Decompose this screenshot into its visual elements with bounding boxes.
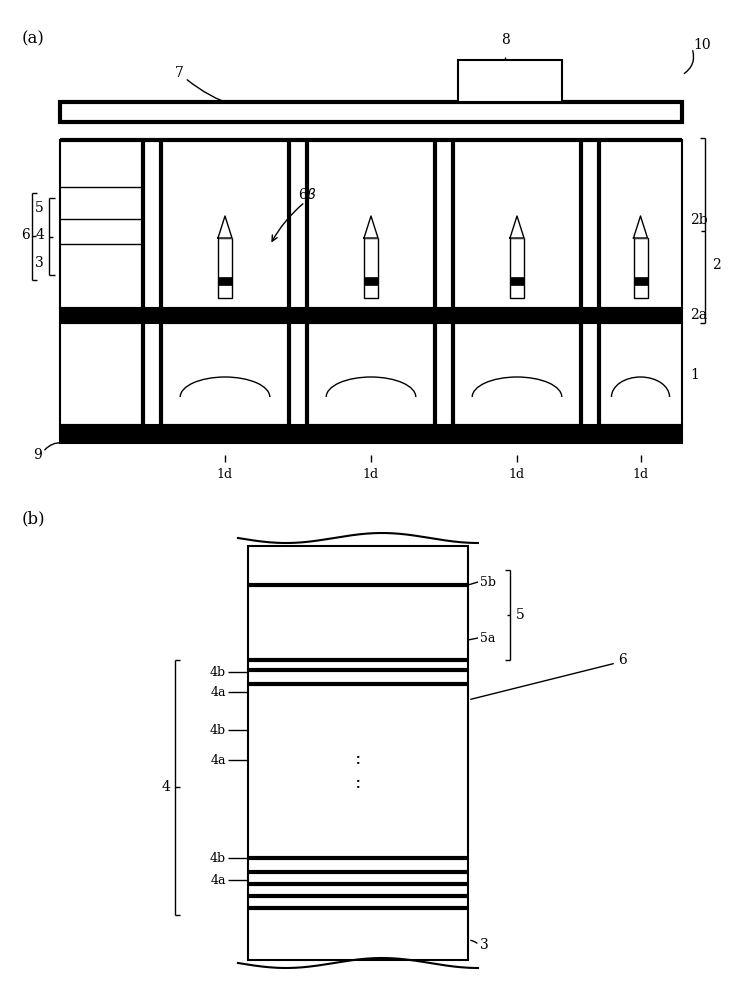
Bar	[633, 277, 647, 285]
Text: 4: 4	[35, 228, 44, 242]
Polygon shape	[364, 216, 378, 238]
Bar	[633, 238, 647, 298]
Bar	[60, 308, 682, 323]
Bar	[581, 140, 599, 308]
Text: 1d: 1d	[363, 468, 379, 481]
Text: 1: 1	[690, 368, 699, 382]
Bar	[510, 238, 524, 298]
Text: 6$\beta$: 6$\beta$	[298, 186, 317, 204]
Bar	[364, 277, 378, 285]
Text: 9: 9	[33, 448, 42, 462]
Text: 4a: 4a	[210, 754, 226, 766]
Polygon shape	[633, 216, 647, 238]
Text: 4a: 4a	[210, 874, 226, 886]
Text: 5b: 5b	[480, 576, 496, 588]
Bar	[60, 140, 682, 308]
Text: 2a: 2a	[690, 308, 707, 322]
Polygon shape	[510, 216, 524, 238]
Bar	[435, 323, 453, 425]
Text: 5a: 5a	[480, 632, 495, 645]
Text: 8: 8	[500, 33, 509, 47]
Text: 2b: 2b	[690, 213, 708, 227]
Bar	[218, 238, 232, 298]
Text: (b): (b)	[22, 510, 46, 527]
Text: 1d: 1d	[217, 468, 233, 481]
Text: 2: 2	[712, 258, 721, 272]
Bar	[143, 140, 161, 308]
Text: 4b: 4b	[210, 666, 226, 678]
Text: :: :	[355, 774, 361, 792]
Text: (a): (a)	[22, 30, 45, 47]
Text: 6: 6	[618, 653, 627, 667]
Bar	[581, 323, 599, 425]
Bar	[218, 277, 232, 285]
Text: 4b: 4b	[210, 852, 226, 864]
Bar	[364, 238, 378, 298]
Text: 3: 3	[35, 256, 44, 270]
Text: :: :	[355, 750, 361, 768]
Text: 7: 7	[175, 66, 184, 80]
Text: 4b: 4b	[210, 724, 226, 736]
Text: 10: 10	[693, 38, 711, 52]
Text: 4: 4	[161, 780, 170, 794]
Bar	[435, 140, 453, 308]
Polygon shape	[218, 216, 232, 238]
Text: 5: 5	[516, 608, 525, 622]
Bar	[60, 323, 682, 425]
Bar	[60, 425, 682, 443]
Bar	[289, 323, 307, 425]
Bar	[143, 323, 161, 425]
Bar	[510, 277, 524, 285]
Bar	[60, 102, 682, 122]
Bar	[458, 60, 562, 102]
Text: 1d: 1d	[632, 468, 649, 481]
Text: 3: 3	[480, 938, 489, 952]
Text: 5: 5	[35, 201, 44, 215]
Text: 4a: 4a	[210, 686, 226, 698]
Bar	[289, 140, 307, 308]
Bar	[248, 546, 468, 960]
Text: 1d: 1d	[509, 468, 525, 481]
Text: 6: 6	[21, 228, 30, 242]
